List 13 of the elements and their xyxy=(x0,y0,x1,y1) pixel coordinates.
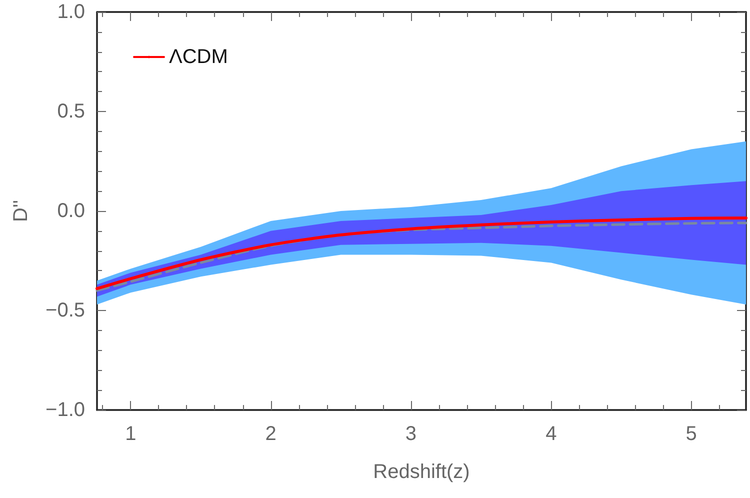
y-tick-label: 1.0 xyxy=(57,1,85,23)
x-tick-label: 1 xyxy=(125,423,136,445)
legend-label: ΛCDM xyxy=(169,46,228,68)
x-tick-label: 4 xyxy=(546,423,557,445)
y-tick-label: 0.5 xyxy=(57,100,85,122)
y-tick-label: −0.5 xyxy=(46,300,85,322)
x-tick-label: 3 xyxy=(405,423,417,445)
x-tick-label: 2 xyxy=(265,423,276,445)
y-axis-title: D'' xyxy=(10,200,32,222)
x-tick-label: 5 xyxy=(686,423,697,445)
y-tick-label: 0.0 xyxy=(57,200,85,222)
x-axis-title: Redshift(z) xyxy=(373,461,470,483)
y-tick-label: −1.0 xyxy=(46,399,85,421)
